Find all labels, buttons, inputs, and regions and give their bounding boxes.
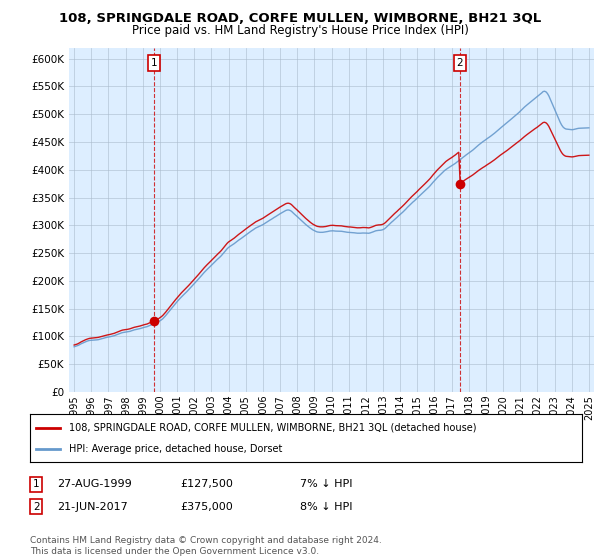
Text: Price paid vs. HM Land Registry's House Price Index (HPI): Price paid vs. HM Land Registry's House … bbox=[131, 24, 469, 36]
Text: 1: 1 bbox=[151, 58, 157, 68]
Text: 21-JUN-2017: 21-JUN-2017 bbox=[57, 502, 128, 512]
Text: 108, SPRINGDALE ROAD, CORFE MULLEN, WIMBORNE, BH21 3QL (detached house): 108, SPRINGDALE ROAD, CORFE MULLEN, WIMB… bbox=[68, 423, 476, 433]
Text: £127,500: £127,500 bbox=[180, 479, 233, 489]
Text: Contains HM Land Registry data © Crown copyright and database right 2024.
This d: Contains HM Land Registry data © Crown c… bbox=[30, 536, 382, 556]
Text: 108, SPRINGDALE ROAD, CORFE MULLEN, WIMBORNE, BH21 3QL: 108, SPRINGDALE ROAD, CORFE MULLEN, WIMB… bbox=[59, 12, 541, 25]
Text: 7% ↓ HPI: 7% ↓ HPI bbox=[300, 479, 353, 489]
Text: 8% ↓ HPI: 8% ↓ HPI bbox=[300, 502, 353, 512]
Text: £375,000: £375,000 bbox=[180, 502, 233, 512]
Text: 2: 2 bbox=[457, 58, 463, 68]
Text: 1: 1 bbox=[33, 479, 40, 489]
Text: 27-AUG-1999: 27-AUG-1999 bbox=[57, 479, 132, 489]
Text: 2: 2 bbox=[33, 502, 40, 512]
Text: HPI: Average price, detached house, Dorset: HPI: Average price, detached house, Dors… bbox=[68, 444, 282, 454]
